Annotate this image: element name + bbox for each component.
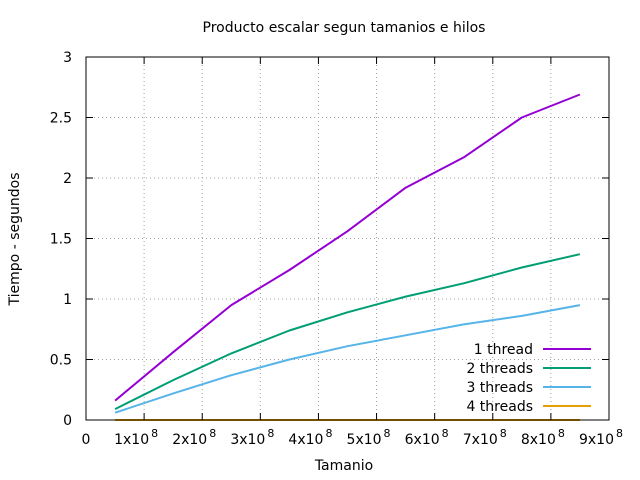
x-tick-label: 6x10 8 <box>405 427 449 448</box>
y-axis-label: Tiempo - segundos <box>7 173 23 307</box>
x-tick-mantissa: 8x10 <box>521 432 556 448</box>
y-tick-label: 0.5 <box>50 353 72 369</box>
grid-lines <box>86 57 609 420</box>
y-tick-label: 3 <box>63 50 72 66</box>
y-tick-label: 0 <box>63 413 72 429</box>
x-axis-label: Tamanio <box>314 458 373 474</box>
x-tick-mantissa: 7x10 <box>463 432 498 448</box>
legend-label: 4 threads <box>466 399 533 415</box>
series-line <box>114 304 581 414</box>
x-tick-exponent: 8 <box>616 427 623 440</box>
x-tick-mantissa: 6x10 <box>405 432 440 448</box>
y-tick-label: 2.5 <box>50 111 72 127</box>
x-tick-label: 3x10 8 <box>230 427 274 448</box>
x-tick-exponent: 8 <box>209 427 216 440</box>
x-tick-label: 9x10 8 <box>579 427 623 448</box>
x-tick-exponent: 8 <box>558 427 565 440</box>
x-tick-mantissa: 5x10 <box>347 432 382 448</box>
y-tick-label: 1 <box>63 292 72 308</box>
x-tick-mantissa: 9x10 <box>579 432 614 448</box>
x-tick-exponent: 8 <box>151 427 158 440</box>
x-tick-exponent: 8 <box>267 427 274 440</box>
chart-title: Producto escalar segun tamanios e hilos <box>203 20 486 36</box>
x-tick-label: 4x10 8 <box>288 427 332 448</box>
x-tick-mantissa: 0 <box>82 432 91 448</box>
x-tick-label: 7x10 8 <box>463 427 507 448</box>
axis-ticks <box>85 56 610 421</box>
y-tick-label: 2 <box>63 171 72 187</box>
series-line <box>114 93 581 402</box>
x-tick-label: 5x10 8 <box>347 427 391 448</box>
x-tick-mantissa: 2x10 <box>172 432 207 448</box>
x-tick-mantissa: 4x10 <box>288 432 323 448</box>
tick-labels: 00.511.522.530 1x10 8 2x10 8 3x10 8 4x10 8 5x10 8 6… <box>50 50 623 448</box>
x-tick-exponent: 8 <box>442 427 449 440</box>
legend-label: 2 threads <box>466 361 533 377</box>
x-tick-label: 8x10 8 <box>521 427 565 448</box>
x-tick-mantissa: 1x10 <box>114 432 149 448</box>
series-line <box>114 253 581 410</box>
x-tick-mantissa: 3x10 <box>230 432 265 448</box>
legend: 1 thread 2 threads 3 threads 4 threads <box>466 342 591 415</box>
y-tick-label: 1.5 <box>50 232 72 248</box>
x-tick-exponent: 8 <box>325 427 332 440</box>
legend-label: 1 thread <box>474 342 533 358</box>
legend-label: 3 threads <box>466 380 533 396</box>
x-tick-label: 1x10 8 <box>114 427 158 448</box>
x-tick-exponent: 8 <box>500 427 507 440</box>
x-tick-exponent: 8 <box>384 427 391 440</box>
x-tick-label: 0 <box>82 432 91 448</box>
x-tick-label: 2x10 8 <box>172 427 216 448</box>
